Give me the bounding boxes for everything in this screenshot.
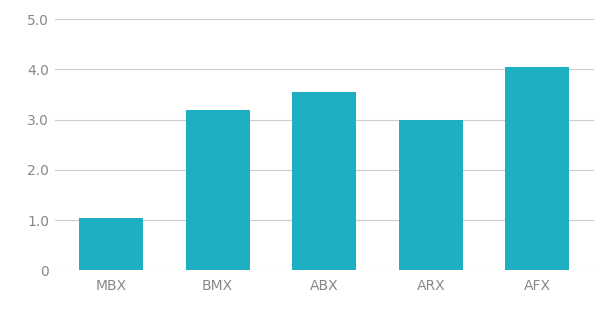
Bar [505, 67, 570, 270]
Bar [79, 218, 143, 270]
Bar [292, 92, 356, 270]
Bar [185, 109, 250, 270]
Bar [399, 120, 463, 270]
